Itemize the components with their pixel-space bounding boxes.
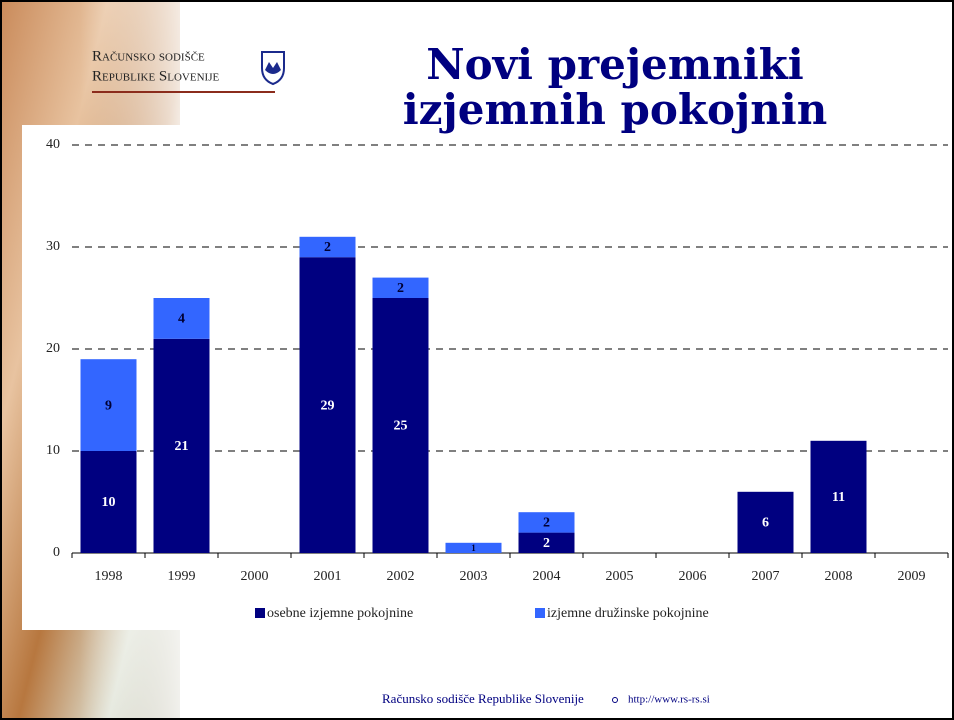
data-label: 1	[471, 543, 476, 553]
logo-line: Republike Slovenije	[92, 68, 219, 84]
data-label: 2	[543, 516, 550, 531]
legend-label: izjemne družinske pokojnine	[547, 606, 709, 621]
footer-url: http://www.rs-rs.si	[628, 694, 710, 706]
x-tick-label: 2005	[606, 569, 634, 584]
chart: Računsko sodišče Republike Slovenije Nov…	[0, 0, 954, 720]
data-label: 4	[178, 312, 185, 327]
x-tick-label: 1998	[95, 569, 123, 584]
y-tick-label: 20	[46, 341, 60, 356]
x-tick-label: 2008	[825, 569, 853, 584]
footer-text: Računsko sodišče Republike Slovenije	[382, 691, 584, 706]
legend-label: osebne izjemne pokojnine	[267, 606, 413, 621]
data-label: 10	[102, 495, 116, 510]
y-tick-label: 30	[46, 239, 60, 254]
logo-line: Računsko sodišče	[92, 48, 205, 64]
slide: Računsko sodišče Republike Slovenije Nov…	[0, 0, 954, 720]
x-tick-label: 2009	[898, 569, 926, 584]
x-tick-label: 2004	[533, 569, 561, 584]
y-tick-label: 10	[46, 443, 60, 458]
x-tick-label: 2000	[241, 569, 269, 584]
data-label: 25	[394, 419, 408, 434]
data-label: 2	[397, 281, 404, 296]
legend-swatch	[255, 608, 265, 618]
chart-title: Novi prejemniki	[426, 40, 804, 89]
data-label: 2	[543, 536, 550, 551]
x-tick-label: 2001	[314, 569, 342, 584]
y-tick-label: 40	[46, 137, 60, 152]
y-tick-label: 0	[53, 545, 60, 560]
legend-swatch	[535, 608, 545, 618]
data-label: 9	[105, 398, 112, 413]
x-tick-label: 2003	[460, 569, 488, 584]
data-label: 6	[762, 516, 769, 531]
footer-separator	[613, 698, 618, 703]
data-label: 29	[321, 398, 335, 413]
data-label: 21	[175, 439, 189, 454]
data-label: 2	[324, 240, 331, 255]
data-label: 11	[832, 490, 845, 505]
x-tick-label: 2006	[679, 569, 707, 584]
x-tick-label: 1999	[168, 569, 196, 584]
x-tick-label: 2002	[387, 569, 415, 584]
chart-title: izjemnih pokojnin	[403, 85, 828, 134]
x-tick-label: 2007	[752, 569, 780, 584]
